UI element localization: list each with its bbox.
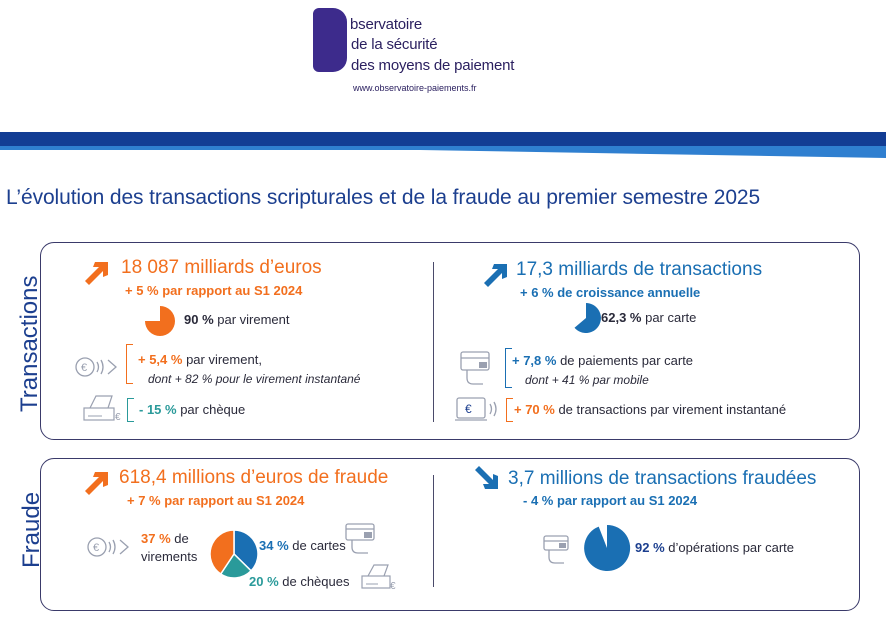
transfers-text: de xyxy=(170,531,189,546)
transfer-value: + 5,4 % xyxy=(138,352,183,367)
card-text: de paiements par carte xyxy=(556,353,694,368)
fraud-cards-share: 34 % de cartes xyxy=(259,538,346,553)
teal-bracket xyxy=(127,398,134,422)
fraud-panel xyxy=(40,458,860,611)
arrow-up-right-icon xyxy=(85,472,108,495)
transactions-transfer-note: dont + 82 % pour le virement instantané xyxy=(148,372,361,386)
svg-text:€: € xyxy=(465,402,472,416)
svg-text:€: € xyxy=(115,412,121,423)
logo-line-2: de la sécurité xyxy=(351,36,438,53)
page-title: L’évolution des transactions scripturale… xyxy=(6,186,761,209)
transactions-card-note: dont + 41 % par mobile xyxy=(525,373,649,387)
observatoire-logo: bservatoire de la sécurité des moyens de… xyxy=(313,8,573,100)
logo-url[interactable]: www.observatoire-paiements.fr xyxy=(353,83,477,93)
cheque-text: par chèque xyxy=(176,402,246,417)
svg-text:€: € xyxy=(81,362,87,374)
card-payment-icon xyxy=(460,351,490,385)
fraud-count-headline: 3,7 millions de transactions fraudées xyxy=(508,468,817,489)
arrow-up-right-icon xyxy=(85,262,108,285)
cheques-text: de chèques xyxy=(278,574,350,589)
card-value: + 7,8 % xyxy=(512,353,557,368)
logo-o-mark xyxy=(313,8,347,72)
cheque-icon: € xyxy=(361,564,396,592)
pie-slice-virements xyxy=(209,529,235,576)
orange-bracket xyxy=(126,344,133,384)
pie-62-icon xyxy=(574,303,601,333)
fraud-divider xyxy=(433,475,434,587)
card-payment-icon xyxy=(345,523,375,554)
fraud-transfers-share: 37 % de xyxy=(141,531,189,546)
euro-transfer-icon: € xyxy=(87,537,129,557)
fraud-card-operations-share: 92 % d’opérations par carte xyxy=(635,540,794,555)
fraud-count-sub: - 4 % par rapport au S1 2024 xyxy=(523,493,698,508)
header-banner xyxy=(0,132,886,158)
transactions-transfer-growth: + 5,4 % par virement, xyxy=(138,352,262,367)
transfers-value: 37 % xyxy=(141,531,171,546)
transactions-panel xyxy=(40,242,860,440)
fraud-side-label: Fraude xyxy=(18,491,45,568)
arrow-down-right-icon xyxy=(475,466,498,489)
transactions-card-growth: + 7,8 % de paiements par carte xyxy=(512,353,693,368)
pie-90-icon xyxy=(145,306,175,336)
cheques-value: 20 % xyxy=(249,574,279,589)
orange-bracket xyxy=(506,398,513,422)
svg-text:€: € xyxy=(93,542,99,554)
transactions-virement-share: 90 % par virement xyxy=(184,312,290,327)
transactions-side-label: Transactions xyxy=(16,275,43,413)
transactions-amount-sub: + 5 % par rapport au S1 2024 xyxy=(125,283,303,298)
instant-text: de transactions par virement instantané xyxy=(554,402,787,417)
fraud-breakdown-pie xyxy=(209,529,259,579)
share-text: par virement xyxy=(213,312,290,327)
pie-slice-cartes xyxy=(233,529,259,572)
cards-text: de cartes xyxy=(288,538,346,553)
transfer-text: par virement, xyxy=(182,352,262,367)
cards-value: 34 % xyxy=(259,538,289,553)
arrow-up-right-icon xyxy=(484,264,507,287)
transactions-cheque-change: - 15 % par chèque xyxy=(139,402,245,417)
fraud-amount-headline: 618,4 millions d’euros de fraude xyxy=(119,467,389,488)
instant-transfer-icon: € xyxy=(455,397,497,421)
transactions-divider xyxy=(433,262,434,422)
cheque-value: - 15 % xyxy=(139,402,177,417)
logo-line-3: des moyens de paiement xyxy=(351,57,515,74)
cheque-icon: € xyxy=(83,395,121,423)
fraud-cheques-share: 20 % de chèques xyxy=(249,574,349,589)
transactions-card-share: 62,3 % par carte xyxy=(601,310,696,325)
fraud-transfers-label: virements xyxy=(141,549,198,564)
svg-text:€: € xyxy=(390,581,396,592)
card-payment-icon xyxy=(543,535,569,564)
share-text: par carte xyxy=(641,310,697,325)
card-value: 92 % xyxy=(635,540,665,555)
card-text: d’opérations par carte xyxy=(664,540,794,555)
transactions-instant-growth: + 70 % de transactions par virement inst… xyxy=(514,402,786,417)
fraud-amount-sub: + 7 % par rapport au S1 2024 xyxy=(127,493,305,508)
transactions-count-sub: + 6 % de croissance annuelle xyxy=(520,285,701,300)
share-value: 62,3 % xyxy=(601,310,642,325)
transactions-amount-headline: 18 087 milliards d’euros xyxy=(121,257,322,278)
blue-bracket xyxy=(505,348,512,388)
pie-92-icon xyxy=(584,524,631,571)
euro-transfer-icon: € xyxy=(75,357,117,377)
transactions-count-headline: 17,3 milliards de transactions xyxy=(516,259,763,280)
instant-value: + 70 % xyxy=(514,402,555,417)
share-value: 90 % xyxy=(184,312,214,327)
logo-line-1: bservatoire xyxy=(350,16,423,33)
